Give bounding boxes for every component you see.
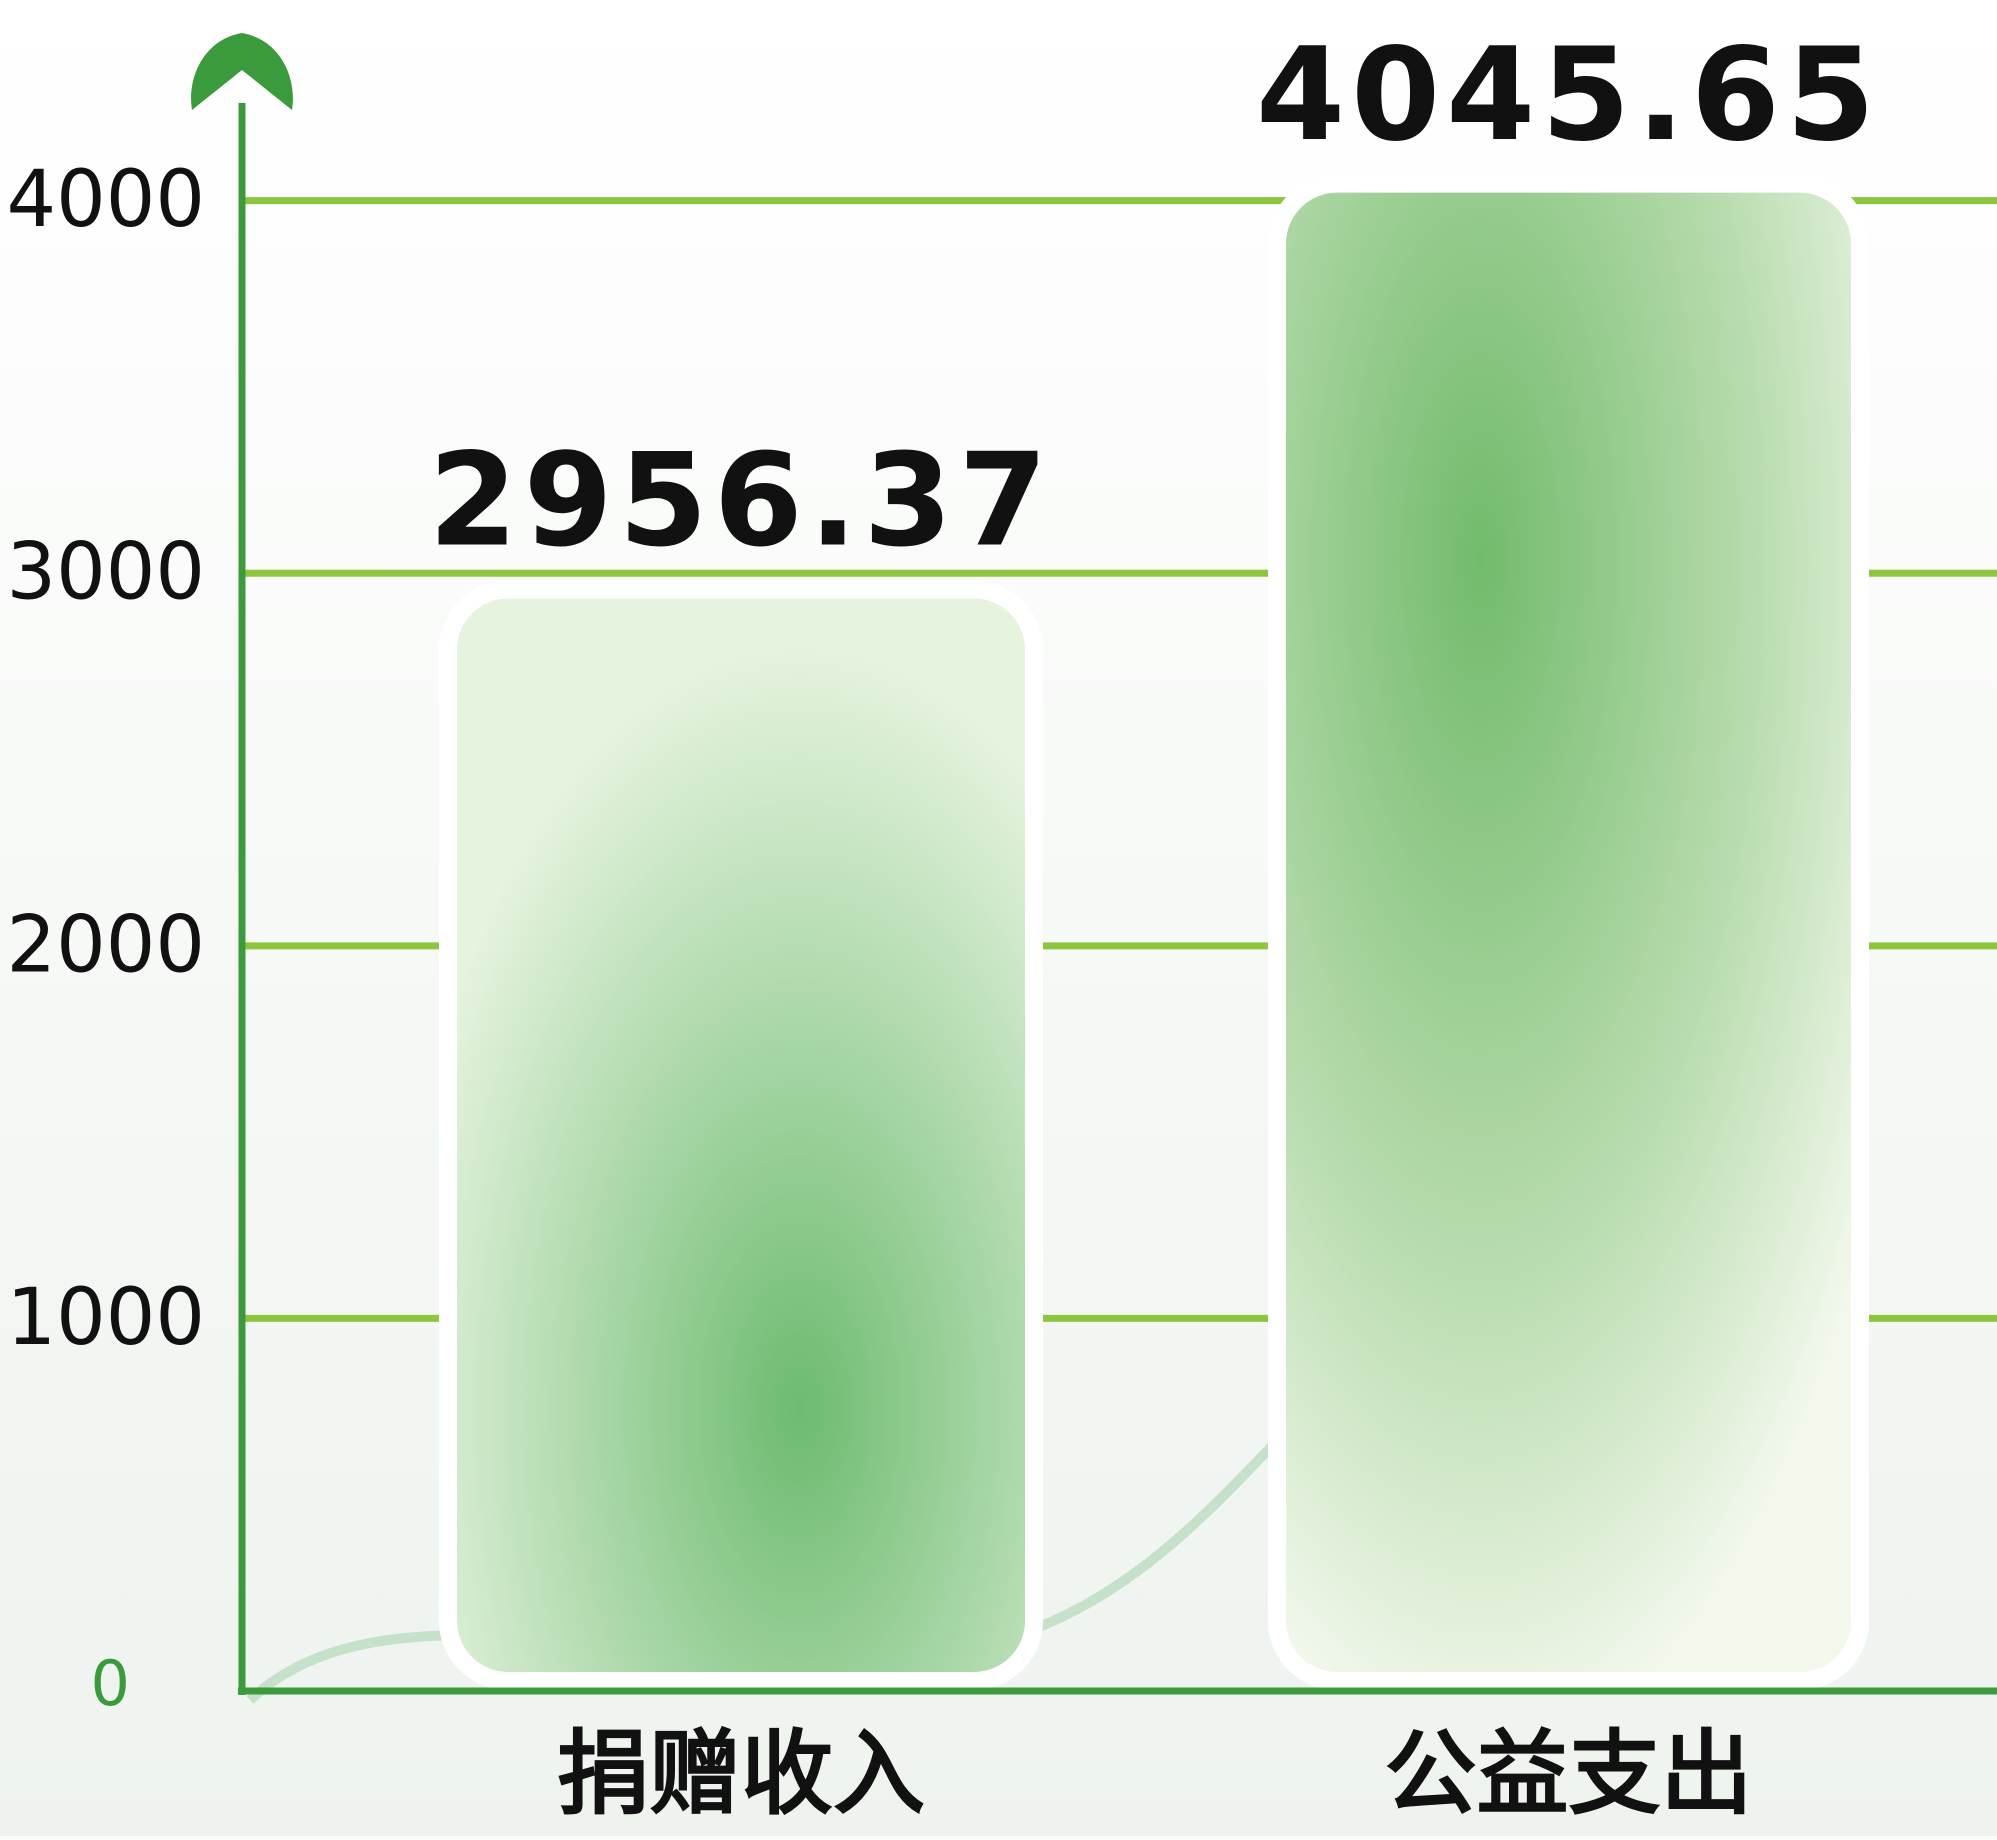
bar [1277, 184, 1860, 1681]
y-tick-label: 2000 [6, 900, 205, 990]
x-tick-label: 公益支出 [1384, 1720, 1752, 1827]
value-label: 2956.37 [429, 427, 1054, 576]
bar [448, 590, 1034, 1681]
y-tick-label: 1000 [6, 1273, 205, 1363]
y-tick-label: 4000 [6, 155, 205, 245]
value-label: 4045.65 [1256, 21, 1881, 170]
chart: 0 1000 2000 3000 4000 2956.37 捐赠收入 4045.65 公益支出 [0, 0, 1997, 1836]
y-tick-label: 0 [91, 1647, 130, 1720]
y-tick-label: 3000 [6, 528, 205, 618]
page: 010002000300040002956.37捐赠收入4045.65公益支出 … [0, 0, 1997, 1836]
x-tick-label: 捐赠收入 [557, 1720, 925, 1827]
